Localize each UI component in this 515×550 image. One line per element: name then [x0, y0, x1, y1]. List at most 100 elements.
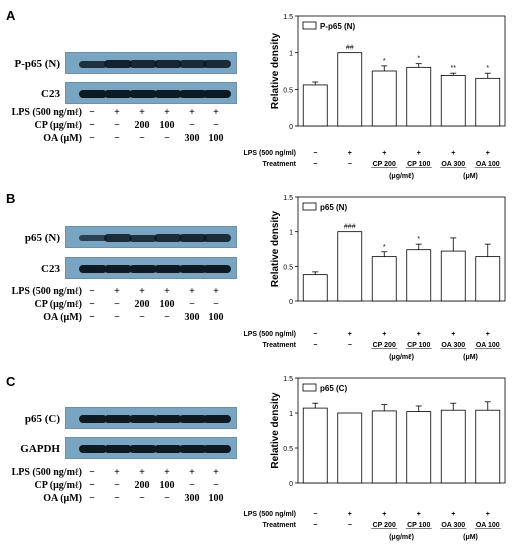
- bar: [337, 231, 363, 302]
- x-treatment-cell: −: [313, 522, 317, 529]
- x-lps-cell: +: [348, 331, 352, 338]
- x-lps-cell: +: [382, 511, 386, 518]
- protein-band: [104, 60, 132, 68]
- protein-band: [104, 415, 132, 423]
- lane-treatment-cell: −: [164, 493, 170, 504]
- x-lps-cell: +: [382, 150, 386, 157]
- lane-treatment-cell: +: [114, 286, 120, 297]
- protein-band: [79, 90, 107, 98]
- lane-treatment-cell: −: [189, 480, 195, 491]
- x-treatment-cell: OA 100: [476, 522, 500, 529]
- lane-treatment-cell: −: [213, 120, 219, 131]
- x-treatment-cell: OA 100: [476, 342, 500, 349]
- panel-letter: A: [6, 8, 16, 23]
- x-unit-cp: (μg/mℓ): [389, 173, 414, 180]
- lane-treatment-cell: 100: [208, 133, 224, 144]
- x-lps-cell: +: [382, 331, 386, 338]
- x-treatment-cell: −: [348, 522, 352, 529]
- lane-row-oa: OA (μM) − − − −300 100: [0, 312, 250, 326]
- y-tick-label: 0: [289, 124, 293, 131]
- legend-swatch: [302, 202, 317, 211]
- western-blot-top: [65, 52, 237, 74]
- protein-band: [129, 445, 157, 453]
- lane-row-lps: LPS (500 ng/mℓ) − + + + + +: [0, 467, 250, 481]
- blot-label-top: p65 (N): [24, 232, 60, 244]
- x-treatment-cell: CP 100: [407, 342, 430, 349]
- x-treatment-cell: −: [313, 342, 317, 349]
- lane-treatment-cell: +: [139, 286, 145, 297]
- western-blot-bottom: [65, 437, 237, 459]
- lane-treatment-cell: 200: [134, 120, 150, 131]
- y-tick-label: 1: [289, 230, 293, 237]
- lane-treatment-cell: −: [89, 107, 95, 118]
- lane-row-oa: OA (μM) − − − −300 100: [0, 493, 250, 507]
- protein-band: [154, 415, 182, 423]
- significance-label: *: [383, 244, 386, 251]
- lane-treatment-cell: −: [189, 120, 195, 131]
- protein-band: [179, 90, 207, 98]
- lane-treatment-cell: 100: [159, 299, 175, 310]
- bar: [406, 411, 432, 484]
- lane-treatment-cell: −: [139, 312, 145, 323]
- legend-swatch: [302, 21, 317, 30]
- lane-treatment-cell: +: [213, 286, 219, 297]
- x-treatment-cell: OA 300: [441, 522, 465, 529]
- lane-treatment-cell: +: [189, 107, 195, 118]
- protein-band: [203, 90, 231, 98]
- lane-treatment-cell: +: [139, 467, 145, 478]
- protein-band: [179, 415, 207, 423]
- y-axis-label: Relative density: [270, 210, 281, 287]
- lane-treatment-cell: 100: [208, 312, 224, 323]
- x-treatment-cell: OA 300: [441, 161, 465, 168]
- x-row-label-lps: LPS (500 ng/ml): [243, 331, 296, 338]
- protein-band: [179, 445, 207, 453]
- y-tick-label: 1: [289, 411, 293, 418]
- x-unit-oa: (μM): [463, 354, 478, 361]
- y-axis-label: Relative density: [270, 32, 281, 109]
- lane-treatment-cell: +: [189, 467, 195, 478]
- lane-treatment-cell: +: [114, 467, 120, 478]
- x-lps-cell: +: [417, 511, 421, 518]
- lane-treatment-cell: +: [213, 107, 219, 118]
- lane-treatment-cell: +: [164, 286, 170, 297]
- lane-treatment-cell: +: [189, 286, 195, 297]
- lane-row-lps: LPS (500 ng/mℓ) − + + + + +: [0, 286, 250, 300]
- blot-label-bottom: C23: [41, 88, 60, 100]
- y-tick-label: 0.5: [283, 264, 293, 271]
- lane-treatment-cell: −: [89, 312, 95, 323]
- bar: [302, 84, 328, 127]
- lane-treatment-cell: −: [89, 286, 95, 297]
- bar: [440, 409, 466, 484]
- y-tick-label: 1.5: [283, 195, 293, 202]
- protein-band: [203, 234, 231, 242]
- plot-frame: [297, 377, 506, 484]
- protein-band: [203, 60, 231, 68]
- lane-treatment-cell: 300: [184, 312, 200, 323]
- lane-treatment-cell: −: [189, 299, 195, 310]
- bar-chart-c: 0 0.5 1 1.5 Relative density p65 (C) LPS (500 …: [243, 376, 506, 541]
- lane-treatment-cell: −: [114, 299, 120, 310]
- x-lps-cell: +: [486, 331, 490, 338]
- lane-treatment-cell: +: [164, 107, 170, 118]
- y-tick-label: 0.5: [283, 87, 293, 94]
- protein-band: [154, 445, 182, 453]
- western-blot-bottom: [65, 257, 237, 279]
- lane-treatment-cell: −: [114, 120, 120, 131]
- x-treatment-cell: CP 200: [373, 161, 396, 168]
- protein-band: [79, 445, 107, 453]
- protein-band: [154, 265, 182, 273]
- lane-treatment-cell: 200: [134, 480, 150, 491]
- protein-band: [79, 234, 107, 242]
- protein-band: [104, 265, 132, 273]
- lane-treatment-cell: +: [114, 107, 120, 118]
- lane-row-cp: CP (μg/mℓ) − −200 100− −: [0, 120, 250, 134]
- y-tick-label: 0: [289, 481, 293, 488]
- bar: [371, 410, 397, 484]
- protein-band: [154, 234, 182, 242]
- x-lps-cell: +: [451, 150, 455, 157]
- x-lps-cell: +: [348, 150, 352, 157]
- significance-label: ##: [346, 45, 354, 52]
- lane-row-lps: LPS (500 ng/mℓ) − + + + + +: [0, 107, 250, 121]
- panel-b: B p65 (N) C23 LPS (500 ng/mℓ) − + + + + + CP (…: [0, 183, 515, 366]
